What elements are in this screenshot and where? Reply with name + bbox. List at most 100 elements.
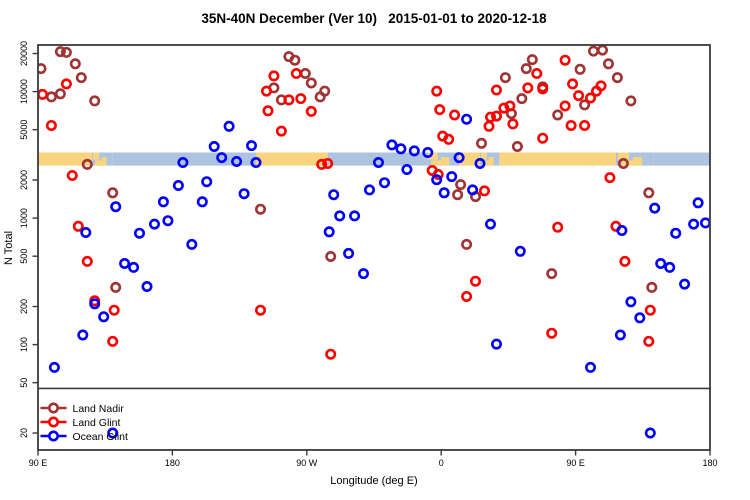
data-point <box>461 113 473 125</box>
data-point <box>305 105 317 117</box>
data-point <box>54 88 66 100</box>
data-point <box>619 255 631 267</box>
data-point <box>504 100 516 112</box>
coastline-patch <box>482 160 490 166</box>
data-point <box>537 132 549 144</box>
data-point <box>75 72 87 84</box>
coastline-patch <box>632 157 643 166</box>
data-points-layer <box>38 45 710 439</box>
legend-label-ocean-glint: Ocean Glint <box>73 431 129 443</box>
data-point <box>604 172 616 184</box>
data-point <box>119 257 131 269</box>
data-point <box>254 203 266 215</box>
data-point <box>531 68 543 80</box>
data-point <box>670 227 682 239</box>
data-point <box>692 197 704 209</box>
data-point <box>537 83 549 95</box>
y-tick-label: 5000 <box>19 120 29 140</box>
data-point <box>614 329 626 341</box>
data-point <box>443 133 455 145</box>
data-point <box>408 145 420 157</box>
coastline-patch <box>427 152 438 160</box>
data-point <box>107 187 119 199</box>
data-point <box>305 77 317 89</box>
data-point <box>72 220 84 232</box>
data-point <box>172 180 184 192</box>
data-point <box>455 179 467 191</box>
x-axis-title: Longitude (deg E) <box>330 475 417 487</box>
surface-band-segment-land <box>38 152 92 166</box>
data-point <box>325 251 337 263</box>
y-axis-title: N Total <box>3 231 15 265</box>
data-point <box>107 335 119 347</box>
data-point <box>602 58 614 70</box>
data-point <box>386 139 398 151</box>
data-point <box>363 184 375 196</box>
y-tick-label: 50 <box>19 378 29 388</box>
data-point <box>372 157 384 169</box>
data-point <box>611 72 623 84</box>
y-tick-label: 20000 <box>19 41 29 66</box>
data-point <box>431 85 443 97</box>
data-point <box>323 226 335 238</box>
x-tick-label: 0 <box>439 458 444 468</box>
data-point <box>559 100 571 112</box>
data-point <box>431 174 443 186</box>
legend: Land Nadir Land Glint Ocean Glint <box>40 402 129 443</box>
data-point <box>617 158 629 170</box>
data-point <box>579 99 591 111</box>
data-point <box>590 85 602 97</box>
series-land-nadir <box>38 45 658 293</box>
data-point <box>511 141 523 153</box>
data-point <box>149 218 161 230</box>
data-point <box>467 184 479 196</box>
data-point <box>526 54 538 66</box>
data-point <box>128 261 140 273</box>
data-point <box>573 90 585 102</box>
data-point <box>552 109 564 121</box>
data-point <box>81 158 93 170</box>
y-tick-label: 500 <box>19 249 29 264</box>
y-tick-label: 10000 <box>19 79 29 104</box>
coastline-patch <box>488 157 494 166</box>
data-point <box>328 189 340 201</box>
data-point <box>478 185 490 197</box>
y-tick-label: 2000 <box>19 170 29 190</box>
y-tick-label: 100 <box>19 337 29 352</box>
legend-marker-land-nadir-icon <box>47 402 59 414</box>
data-point <box>223 120 235 132</box>
x-tick-label: 90 W <box>296 458 318 468</box>
data-point <box>196 196 208 208</box>
data-point <box>80 227 92 239</box>
data-point <box>625 95 637 107</box>
data-point <box>490 84 502 96</box>
data-point <box>295 93 307 105</box>
data-point <box>484 218 496 230</box>
data-point <box>262 105 274 117</box>
legend-item-land-glint: Land Glint <box>40 416 120 429</box>
x-tick-label: 180 <box>165 458 180 468</box>
data-point <box>395 143 407 155</box>
data-point <box>475 137 487 149</box>
data-point <box>283 94 295 106</box>
data-point <box>401 164 413 176</box>
data-point <box>110 281 122 293</box>
legend-marker-land-glint-icon <box>47 416 59 428</box>
data-point <box>649 202 661 214</box>
data-point <box>343 247 355 259</box>
data-point <box>45 91 57 103</box>
data-point <box>469 275 481 287</box>
data-point <box>520 63 532 75</box>
data-point <box>246 140 258 152</box>
coastline-patch <box>441 157 450 166</box>
data-point <box>89 95 101 107</box>
surface-band-segment-land <box>256 152 328 166</box>
data-point <box>322 158 334 170</box>
data-point <box>98 311 110 323</box>
data-point <box>260 85 272 97</box>
data-point <box>177 157 189 169</box>
data-point <box>449 109 461 121</box>
data-point <box>432 169 444 181</box>
